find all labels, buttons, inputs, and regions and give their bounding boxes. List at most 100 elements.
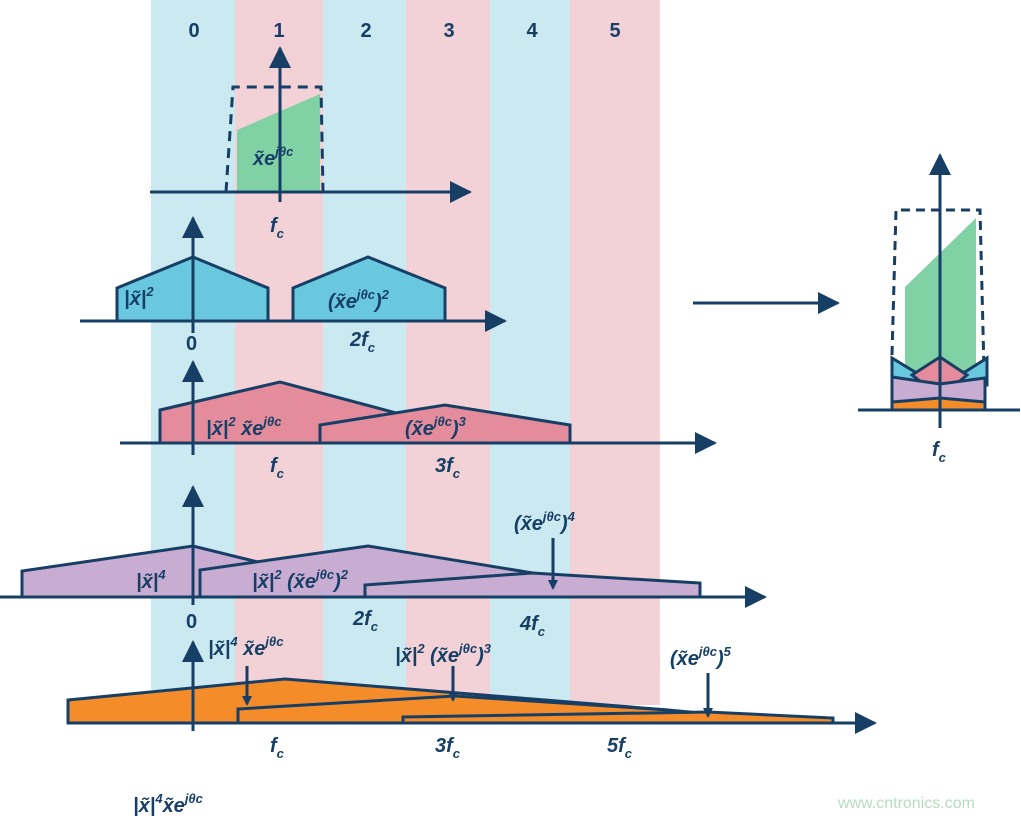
- tick-0: 0: [186, 611, 197, 633]
- tick-0: 0: [186, 333, 197, 355]
- label-x2-xe2: |x̃|2 (x̃ejθc)2: [252, 567, 349, 593]
- text-segment: 2f: [349, 329, 370, 351]
- superscript: 4: [567, 509, 576, 524]
- row-5-fifth-order: |x̃|4 x̃ejθc |x̃|2 (x̃ejθc)3 (x̃ejθc)5 f…: [66, 634, 877, 761]
- text-segment: ): [332, 571, 341, 593]
- superscript: jθc: [273, 144, 294, 159]
- superscript: jθc: [432, 414, 453, 429]
- text-segment: |x̃|: [136, 571, 158, 593]
- superscript: 2: [227, 414, 236, 429]
- label-xe3: (x̃ejθc)3: [405, 414, 467, 440]
- text-segment: 0: [186, 611, 197, 633]
- band-label-5: 5: [609, 20, 620, 42]
- superscript: jθc: [355, 287, 376, 302]
- text-segment: f: [270, 735, 279, 757]
- subscript: c: [538, 624, 546, 639]
- superscript: 2: [273, 567, 282, 582]
- superscript: 4: [154, 791, 163, 806]
- text-segment: x̃e: [238, 638, 266, 660]
- subscript: c: [453, 466, 461, 481]
- label-xe4: (x̃ejθc)4: [514, 509, 576, 535]
- text-segment: x̃e: [162, 795, 185, 817]
- filter-dashed-box: [224, 85, 325, 193]
- subscript: c: [371, 619, 379, 634]
- band-label-3: 3: [443, 20, 454, 42]
- superscript: 3: [459, 414, 467, 429]
- label-x2-xe: |x̃|2 x̃ejθc: [206, 414, 282, 440]
- text-segment: |x̃|: [133, 795, 155, 817]
- subscript: c: [453, 746, 461, 761]
- tick-fc: fc: [932, 439, 947, 465]
- text-segment: (x̃e: [282, 571, 316, 593]
- tick-fc: fc: [270, 735, 285, 761]
- superscript: 5: [724, 644, 732, 659]
- superscript: jθc: [263, 634, 284, 649]
- row-1-fundamental: x̃ejθc fc: [150, 46, 472, 241]
- band-label-0: 0: [188, 20, 199, 42]
- text-segment: ): [450, 418, 459, 440]
- superscript: jθc: [261, 414, 282, 429]
- text-segment: ): [715, 648, 724, 670]
- superscript: 2: [145, 284, 154, 299]
- subscript: c: [277, 226, 285, 241]
- band-label-1: 1: [273, 20, 284, 42]
- text-segment: f: [270, 455, 279, 477]
- band-4: [490, 0, 570, 705]
- row-2-second-order: |x̃|2 (x̃ejθc)2 0 2fc: [80, 216, 507, 355]
- text-segment: 2f: [352, 608, 373, 630]
- subscript: c: [625, 746, 633, 761]
- tick-3fc: 3fc: [435, 455, 461, 481]
- text-segment: (x̃e: [425, 645, 459, 667]
- text-segment: x̃e: [236, 418, 264, 440]
- tick-fc: fc: [270, 215, 285, 241]
- frequency-bands: 0 1 2 3 4 5: [151, 0, 660, 705]
- label-x2: |x̃|2: [124, 284, 154, 310]
- text-segment: (x̃e: [670, 648, 699, 670]
- superscript: 4: [157, 567, 166, 582]
- tick-4fc: 4fc: [519, 613, 546, 639]
- band-label-2: 2: [360, 20, 371, 42]
- tick-3fc: 3fc: [435, 735, 461, 761]
- subscript: c: [939, 450, 947, 465]
- text-segment: x̃e: [252, 148, 275, 170]
- superscript: 2: [416, 641, 425, 656]
- text-segment: 3f: [435, 455, 455, 477]
- band-3: [406, 0, 490, 705]
- band-5: [570, 0, 660, 705]
- text-segment: |x̃|: [124, 288, 146, 310]
- superscript: jθc: [697, 644, 718, 659]
- text-segment: (x̃e: [328, 291, 357, 313]
- label-signal: x̃ejθc: [252, 144, 294, 170]
- superscript: jθc: [314, 567, 335, 582]
- subscript: c: [368, 340, 376, 355]
- text-segment: ): [559, 513, 568, 535]
- text-segment: (x̃e: [514, 513, 543, 535]
- bottom-label: |x̃|4x̃ejθc: [133, 791, 204, 817]
- composite-dashed-box: [890, 208, 987, 411]
- row-3-third-order: |x̃|2 x̃ejθc (x̃ejθc)3 fc 3fc: [120, 360, 717, 481]
- watermark: www.cntronics.com: [837, 795, 975, 812]
- tick-fc: fc: [270, 455, 285, 481]
- band-label-4: 4: [526, 20, 538, 42]
- tick-5fc: 5fc: [607, 735, 633, 761]
- text-segment: |x̃|: [395, 645, 417, 667]
- text-segment: f: [270, 215, 279, 237]
- superscript: 4: [229, 634, 238, 649]
- text-segment: |x̃|: [208, 638, 230, 660]
- subscript: c: [277, 466, 285, 481]
- label-xe2: (x̃ejθc)2: [328, 287, 390, 313]
- band-2: [323, 0, 406, 705]
- text-segment: |x̃|: [206, 418, 228, 440]
- superscript: 2: [381, 287, 390, 302]
- label-xe5: (x̃ejθc)5: [670, 644, 732, 670]
- text-segment: f: [932, 439, 941, 461]
- text-segment: 0: [186, 333, 197, 355]
- text-segment: (x̃e: [405, 418, 434, 440]
- superscript: jθc: [457, 641, 478, 656]
- tick-2fc: 2fc: [352, 608, 379, 634]
- superscript: 2: [340, 567, 349, 582]
- text-segment: |x̃|: [252, 571, 274, 593]
- text-segment: ): [475, 645, 484, 667]
- text-segment: 5f: [607, 735, 627, 757]
